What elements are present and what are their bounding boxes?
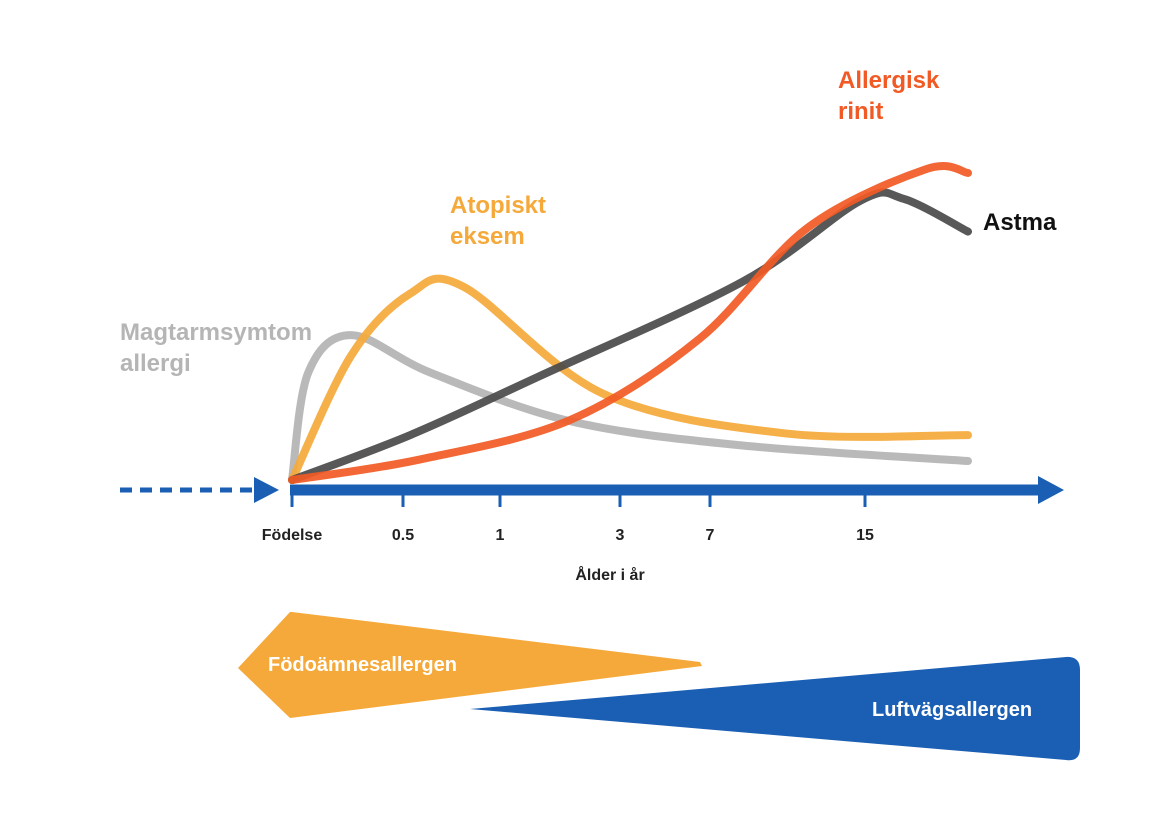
x-axis <box>120 476 1064 504</box>
tick-label: Födelse <box>262 527 323 544</box>
axis-arrow-head <box>1038 476 1064 504</box>
tick-label: 1 <box>496 527 505 544</box>
gi-allergy-label: Magtarmsymtom allergi <box>120 319 312 377</box>
eczema-label: Atopiskt eksem <box>450 192 546 250</box>
tick-label: 3 <box>616 527 625 544</box>
curves <box>288 162 972 484</box>
axis-small-arrow <box>254 477 279 503</box>
airway-allergen-label: Luftvägsallergen <box>872 699 1032 721</box>
airway-allergen-band <box>470 656 1080 761</box>
eczema-curve <box>288 274 972 484</box>
x-ticks: Födelse 0.5 1 3 7 15 <box>262 494 874 544</box>
tick-label: 15 <box>856 527 874 544</box>
rhinitis-label: Allergisk rinit <box>838 67 940 125</box>
food-allergen-label: Födoämnesallergen <box>268 654 457 676</box>
gi-allergy-curve <box>288 331 972 484</box>
asthma-label: Astma <box>983 209 1057 236</box>
series-labels: Magtarmsymtom allergi Atopiskt eksem Astma Al… <box>120 67 1057 377</box>
x-axis-label: Ålder i år <box>575 565 644 584</box>
tick-label: 0.5 <box>392 527 414 544</box>
food-allergen-band <box>238 612 702 718</box>
rhinitis-curve <box>288 162 972 484</box>
tick-label: 7 <box>706 527 715 544</box>
asthma-curve <box>288 188 972 484</box>
